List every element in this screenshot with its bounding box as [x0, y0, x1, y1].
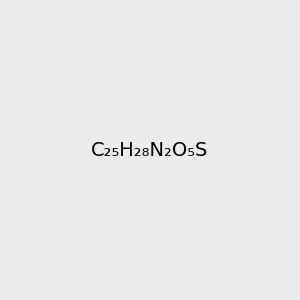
Text: C₂₅H₂₈N₂O₅S: C₂₅H₂₈N₂O₅S	[91, 140, 209, 160]
